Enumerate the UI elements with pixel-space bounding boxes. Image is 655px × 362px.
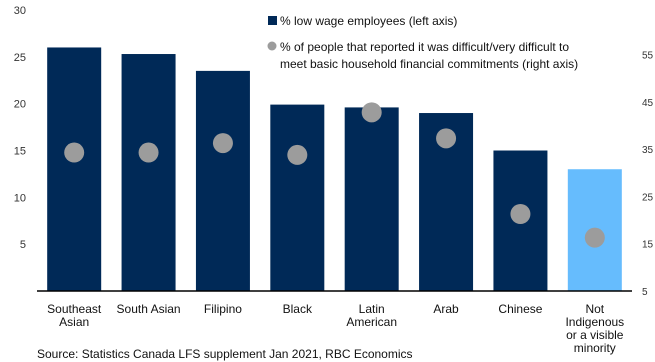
bar — [195, 70, 250, 291]
dot-point — [361, 102, 382, 123]
right-axis-tick: 25 — [642, 192, 654, 203]
left-axis-tick: 5 — [20, 239, 26, 251]
right-axis-ticks: 5 15 25 35 45 55 — [642, 51, 654, 298]
category-label: Arab — [433, 302, 459, 316]
dot-point — [64, 142, 85, 163]
bar — [344, 107, 399, 291]
left-axis-ticks: 5 10 15 20 25 30 — [14, 5, 26, 251]
right-axis-tick: 5 — [642, 287, 648, 298]
bar — [47, 47, 102, 291]
category-label: Chinese — [498, 302, 542, 316]
right-axis-tick: 15 — [642, 240, 654, 251]
bar — [270, 104, 325, 291]
category-label: Black — [283, 302, 313, 316]
category-label: minority — [574, 341, 616, 355]
dot-point — [510, 204, 531, 224]
legend: % low wage employees (left axis) % of peo… — [267, 14, 578, 71]
category-label: South Asian — [117, 302, 181, 316]
dot-point — [138, 142, 159, 163]
category-label: Asian — [59, 315, 89, 329]
category-label: Not — [585, 302, 604, 316]
dot-point — [287, 144, 308, 165]
left-axis-tick: 15 — [14, 146, 26, 158]
bar — [121, 54, 176, 292]
left-axis-tick: 20 — [14, 99, 26, 111]
dot-point — [436, 128, 457, 149]
legend-label-bars: % low wage employees (left axis) — [280, 14, 457, 28]
left-axis-tick: 25 — [14, 52, 26, 64]
category-label: or a visible — [566, 328, 624, 342]
category-label: Latin — [359, 302, 385, 316]
dot-series — [64, 102, 605, 248]
dot-point — [212, 133, 233, 154]
left-axis-tick: 30 — [14, 5, 26, 17]
legend-bar-swatch — [268, 16, 277, 25]
right-axis-tick: 35 — [642, 145, 654, 156]
legend-label-dots: meet basic household financial commitmen… — [280, 57, 578, 71]
category-label: Filipino — [204, 302, 242, 316]
category-label: American — [346, 315, 397, 329]
category-label: Southeast — [47, 302, 102, 316]
legend-label-dots: % of people that reported it was difficu… — [280, 40, 569, 54]
dot-point — [584, 227, 605, 248]
bar-series — [47, 47, 622, 292]
category-label: Indigenous — [565, 315, 624, 329]
source-note: Source: Statistics Canada LFS supplement… — [37, 347, 413, 361]
legend-dot-swatch — [267, 41, 277, 51]
right-axis-tick: 45 — [642, 98, 654, 109]
left-axis-tick: 10 — [14, 192, 26, 204]
right-axis-tick: 55 — [642, 51, 654, 62]
